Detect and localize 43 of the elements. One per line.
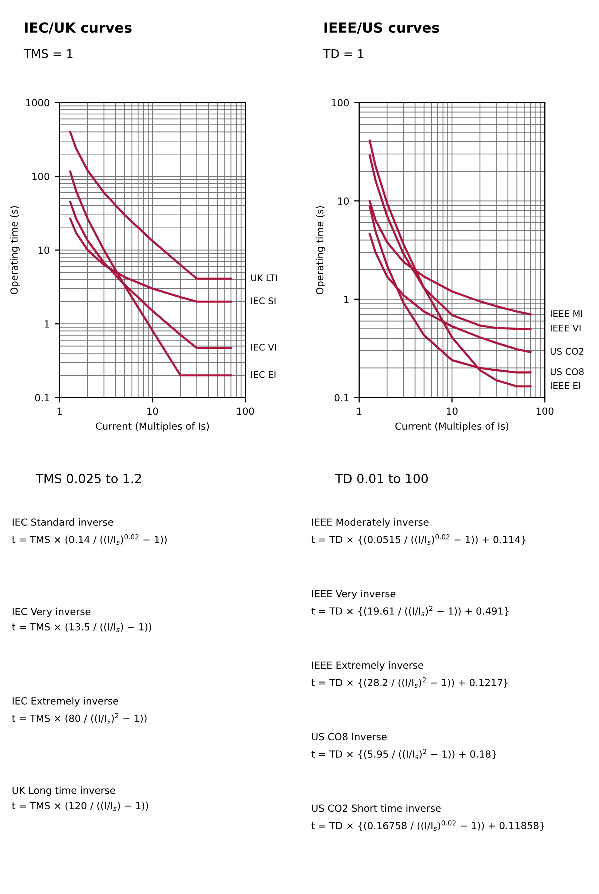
text: US CO2 Short time inverse t = TD × {(0.16758 / ((I/I$_{s}$)$^{0.02}$ − 1)) + 0.11858} <box>312 804 544 832</box>
x-tick-label: 1 <box>58 408 62 415</box>
y-axis-title: Operating time (s) <box>10 206 20 294</box>
text: US CO2 <box>550 348 584 355</box>
chart-title: IEEE/US curves <box>324 22 440 34</box>
chart-title: IEC/UK curves <box>25 22 132 34</box>
y-tick-label: 0.1 <box>334 394 349 402</box>
text: IEEE MI <box>551 310 582 318</box>
text: IEEE Very inverse t = TD × {(19.61 / ((I/I$_{s}$)$^{2}$ − 1)) + 0.491} <box>312 590 509 616</box>
x-tick-label: 100 <box>536 408 554 416</box>
y-tick-label: 100 <box>332 99 350 107</box>
text: TD 0.01 to 100 <box>335 474 428 484</box>
text: IEC VI <box>252 344 276 351</box>
x-axis-title: Current (Multiples of Is) <box>396 422 509 432</box>
text: US CO8 <box>550 368 584 376</box>
y-tick-label: 1 <box>45 320 50 328</box>
y-tick-label: 10 <box>338 198 350 205</box>
text: US CO8 Inverse t = TD × {(5.95 / ((I/I$_{s}$)$^{2}$ − 1)) + 0.18} <box>312 733 496 760</box>
text: IEEE Extremely inverse t = TD × {(28.2 / ((I/I$_{s}$)$^{2}$ − 1)) + 0.1217} <box>312 662 508 688</box>
y-tick-label: 0.1 <box>35 394 50 402</box>
text: IEC Extremely inverse t = TMS × (80 / ((I/I$_{s}$)$^{2}$ − 1)) <box>12 697 147 724</box>
text: IEC EI <box>252 371 276 378</box>
text: IEEE Moderately inverse t = TD × {(0.0515 / ((I/I$_{s}$)$^{0.02}$ − 1)) + 0.114} <box>312 518 526 545</box>
x-tick-label: 10 <box>447 408 458 416</box>
x-tick-label: 10 <box>148 408 158 416</box>
y-tick-label: 10 <box>38 246 50 254</box>
chart-subtitle: TD = 1 <box>323 50 364 58</box>
text: TMS 0.025 to 1.2 <box>36 474 142 484</box>
text: UK Long time inverse t = TMS × (120 / ((I/I$_{s}$) − 1)) <box>12 786 148 812</box>
x-tick-label: 100 <box>237 408 254 416</box>
y-tick-label: 100 <box>32 173 50 180</box>
text: IEEE EI <box>551 382 580 390</box>
x-tick-label: 1 <box>357 408 362 415</box>
chart-subtitle: TMS = 1 <box>24 49 73 58</box>
text: UK LTI <box>251 274 278 282</box>
x-axis-title: Current (Multiples of Is) <box>96 422 210 432</box>
y-axis-title: Operating time (s) <box>316 206 326 294</box>
y-tick-label: 1 <box>344 296 349 304</box>
text: IEEE VI <box>551 325 581 332</box>
text: IEC Very inverse t = TMS × (13.5 / ((I/I$_{s}$) − 1)) <box>12 608 152 632</box>
text: IEC SI <box>252 298 276 304</box>
y-tick-label: 1000 <box>26 99 50 107</box>
text: IEC Standard inverse t = TMS × (0.14 / ((I/I$_{s}$)$^{0.02}$ − 1)) <box>12 518 167 545</box>
